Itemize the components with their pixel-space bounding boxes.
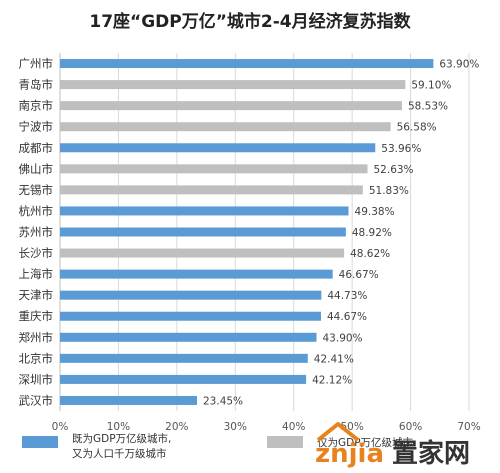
value-label: 48.92% bbox=[352, 227, 392, 239]
value-label: 56.58% bbox=[397, 122, 437, 134]
watermark-suffix-text: 置家网 bbox=[392, 438, 470, 469]
category-label: 广州市 bbox=[19, 57, 54, 71]
x-tick-label: 10% bbox=[107, 421, 130, 433]
bar bbox=[60, 143, 376, 153]
legend-label: 仅为GDP万亿级城市 bbox=[317, 436, 413, 449]
x-tick-label: 40% bbox=[282, 421, 305, 433]
bar bbox=[60, 227, 346, 237]
bar bbox=[60, 185, 363, 195]
value-label: 63.90% bbox=[439, 59, 479, 71]
bar bbox=[60, 122, 391, 132]
category-label: 南京市 bbox=[19, 99, 54, 113]
legend: 既为GDP万亿级城市, 又为人口千万级城市 仅为GDP万亿级城市 bbox=[22, 432, 413, 460]
category-label: 北京市 bbox=[19, 351, 54, 365]
bar bbox=[60, 311, 322, 321]
bar bbox=[60, 80, 406, 90]
bar bbox=[60, 332, 317, 342]
category-label: 深圳市 bbox=[19, 372, 54, 386]
category-label: 佛山市 bbox=[19, 162, 54, 176]
category-label: 无锡市 bbox=[19, 183, 54, 197]
value-label: 48.62% bbox=[350, 248, 390, 260]
bars bbox=[60, 59, 434, 405]
value-labels: 63.90% 59.10% 58.53% 56.58% 53.96% 52.63% 51.8… bbox=[203, 59, 479, 408]
bar bbox=[60, 374, 307, 384]
bar bbox=[60, 248, 345, 258]
value-label: 51.83% bbox=[369, 185, 409, 197]
bar bbox=[60, 59, 434, 69]
value-label: 58.53% bbox=[408, 101, 448, 113]
bar bbox=[60, 395, 198, 405]
value-label: 23.45% bbox=[203, 395, 243, 407]
legend-label: 既为GDP万亿级城市, bbox=[72, 432, 171, 445]
chart-title: 17座“GDP万亿”城市2-4月经济复苏指数 bbox=[89, 11, 411, 32]
category-label: 宁波市 bbox=[19, 120, 54, 134]
category-label: 武汉市 bbox=[19, 393, 54, 407]
x-tick-label: 20% bbox=[165, 421, 188, 433]
watermark-logo-text: znjia bbox=[315, 439, 384, 469]
value-label: 46.67% bbox=[339, 269, 379, 281]
value-label: 52.63% bbox=[374, 164, 414, 176]
value-label: 59.10% bbox=[411, 80, 451, 92]
value-label: 53.96% bbox=[381, 143, 421, 155]
watermark: znjia 置家网 bbox=[315, 422, 470, 469]
category-label: 上海市 bbox=[19, 267, 54, 281]
bar bbox=[60, 206, 349, 216]
category-label: 长沙市 bbox=[19, 246, 54, 260]
bar bbox=[60, 269, 333, 279]
x-axis-ticks: 0% 10% 20% 30% 40% 50% 60% 70% bbox=[52, 421, 481, 433]
value-label: 49.38% bbox=[355, 206, 395, 218]
category-labels: 广州市青岛市南京市宁波市成都市佛山市无锡市杭州市苏州市长沙市上海市天津市重庆市郑… bbox=[19, 57, 54, 408]
legend-swatch bbox=[22, 436, 58, 448]
x-tick-label: 70% bbox=[457, 421, 480, 433]
value-label: 42.41% bbox=[314, 353, 354, 365]
category-label: 郑州市 bbox=[19, 330, 54, 344]
x-tick-label: 60% bbox=[399, 421, 422, 433]
category-label: 成都市 bbox=[19, 141, 54, 155]
bar bbox=[60, 164, 368, 174]
bar bbox=[60, 290, 322, 300]
value-label: 44.67% bbox=[327, 311, 367, 323]
category-label: 重庆市 bbox=[19, 309, 54, 323]
category-label: 天津市 bbox=[19, 288, 54, 302]
x-tick-label: 30% bbox=[224, 421, 247, 433]
bar bbox=[60, 101, 402, 111]
value-label: 44.73% bbox=[327, 290, 367, 302]
bar bbox=[60, 353, 308, 363]
legend-swatch bbox=[267, 436, 303, 448]
value-label: 43.90% bbox=[323, 332, 363, 344]
value-label: 42.12% bbox=[312, 374, 352, 386]
category-label: 杭州市 bbox=[19, 204, 54, 218]
house-logo-icon bbox=[316, 422, 360, 442]
legend-label: 又为人口千万级城市 bbox=[72, 447, 167, 460]
category-label: 苏州市 bbox=[19, 225, 54, 239]
x-tick-label: 0% bbox=[52, 421, 69, 433]
category-label: 青岛市 bbox=[19, 78, 54, 92]
